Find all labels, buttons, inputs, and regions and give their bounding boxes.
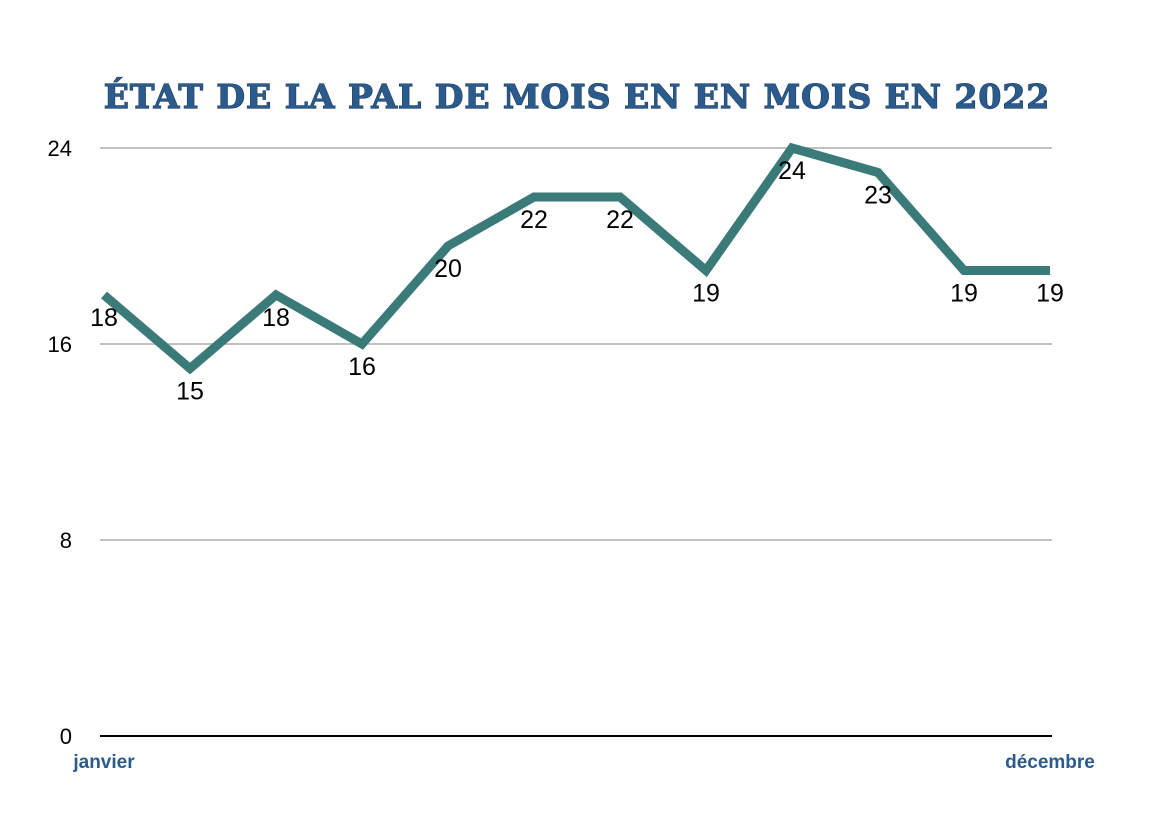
- series-line: [101, 142, 1050, 375]
- data-labels: 18 15 18 16 20 22 22 19 24 23 19 19: [90, 157, 1064, 406]
- y-tick-label: 24: [48, 136, 72, 161]
- data-label: 19: [950, 280, 978, 308]
- chart-title: ÉTAT DE LA PAL DE MOIS EN EN MOIS EN 202…: [104, 76, 1051, 116]
- y-tick-label: 8: [60, 528, 72, 553]
- data-label: 16: [348, 353, 376, 381]
- data-label: 18: [262, 304, 290, 332]
- data-label: 22: [520, 206, 548, 234]
- data-label: 19: [692, 280, 720, 308]
- axes: 0 8 16 24 janvier décembre: [48, 136, 1095, 773]
- data-label: 15: [176, 378, 204, 406]
- x-tick-label: décembre: [1005, 752, 1095, 773]
- data-label: 22: [606, 206, 634, 234]
- x-tick-label: janvier: [72, 752, 135, 773]
- data-label: 24: [778, 157, 806, 185]
- data-label: 20: [434, 255, 462, 283]
- y-tick-label: 16: [48, 332, 72, 357]
- data-label: 18: [90, 304, 118, 332]
- series-layer: [101, 142, 1051, 375]
- gridlines: [100, 147, 1052, 541]
- data-label: 23: [864, 182, 892, 210]
- y-tick-label: 0: [60, 724, 72, 749]
- data-label: 19: [1036, 280, 1064, 308]
